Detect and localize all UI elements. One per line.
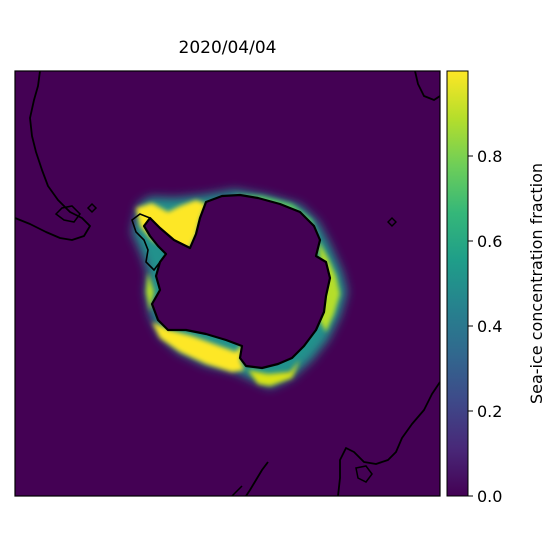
colorbar-tick-label: 0.6 <box>477 232 502 251</box>
colorbar-frame <box>446 70 469 497</box>
africa-coastline <box>414 71 440 102</box>
colorbar-tick-label: 0.4 <box>477 317 502 336</box>
australia-coastline <box>337 381 440 496</box>
colorbar-tick-label: 0.8 <box>477 147 502 166</box>
south-america-coastline <box>15 71 91 241</box>
antarctica-coastline <box>142 193 332 370</box>
map-frame <box>14 70 441 497</box>
antarctic-peninsula <box>131 213 161 272</box>
colorbar-label: Sea-ice concentration fraction <box>527 163 546 404</box>
colorbar-ticks: 0.0 0.2 0.4 0.6 0.8 <box>468 147 502 506</box>
colorbar: 0.0 0.2 0.4 0.6 0.8 Sea-ice concentration fr… <box>446 70 546 506</box>
colorbar-tick-label: 0.0 <box>477 487 502 506</box>
map-panel <box>15 71 440 496</box>
colorbar-tick-label: 0.2 <box>477 402 502 421</box>
map-title: 2020/04/04 <box>178 38 277 58</box>
new-zealand-coastline <box>245 461 269 496</box>
colorbar-gradient <box>447 71 468 496</box>
